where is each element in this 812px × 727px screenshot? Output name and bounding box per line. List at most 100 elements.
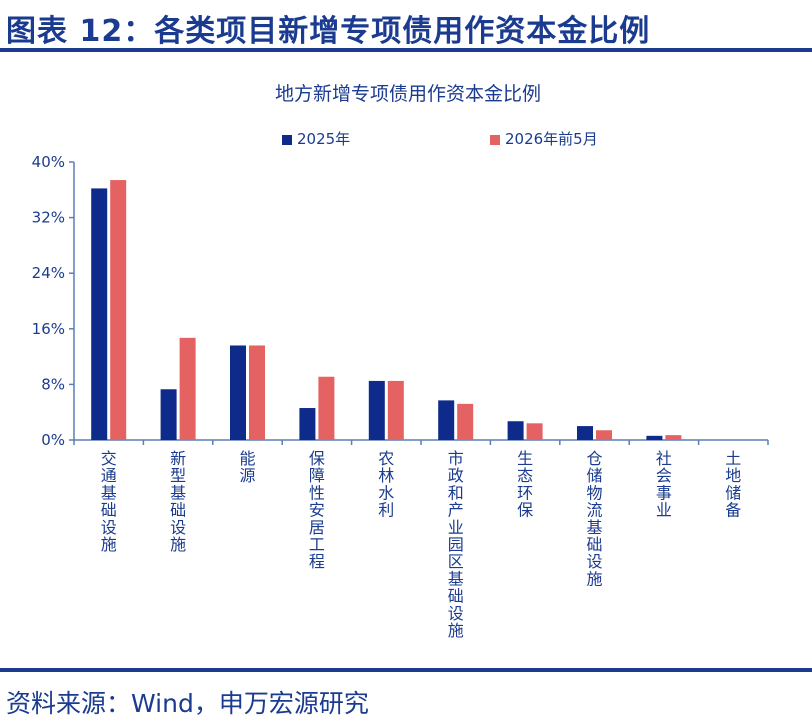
x-category-char: 础 bbox=[101, 501, 117, 520]
y-tick-label: 16% bbox=[32, 320, 65, 338]
x-category-char: 础 bbox=[448, 587, 464, 606]
bar-series-2-4 bbox=[387, 380, 404, 440]
x-category-char: 居 bbox=[309, 518, 325, 537]
figure-title: 图表 12：各类项目新增专项债用作资本金比例 bbox=[6, 14, 651, 49]
x-category-char: 能 bbox=[239, 449, 255, 468]
x-axis bbox=[73, 439, 769, 445]
bar-series-2-6 bbox=[526, 423, 543, 440]
legend-swatch bbox=[490, 135, 500, 145]
bar-series-1-2 bbox=[230, 345, 246, 440]
x-category-char: 通 bbox=[101, 466, 117, 485]
x-category-char: 基 bbox=[170, 483, 186, 502]
y-tick-label: 32% bbox=[32, 209, 65, 227]
bar-series-1-3 bbox=[299, 408, 316, 440]
source-note: 资料来源：Wind，申万宏源研究 bbox=[6, 689, 369, 718]
x-category-char: 型 bbox=[170, 466, 186, 485]
x-category-char: 基 bbox=[101, 483, 117, 502]
bar-series-1-4 bbox=[368, 380, 385, 440]
x-category-char: 施 bbox=[448, 621, 464, 640]
chart-title: 地方新增专项债用作资本金比例 bbox=[275, 83, 541, 105]
x-category-char: 市 bbox=[448, 449, 464, 468]
bar-series-2-5 bbox=[457, 403, 474, 440]
x-category-char: 水 bbox=[378, 483, 394, 502]
bar-series-2-0 bbox=[110, 180, 127, 440]
x-category-char: 础 bbox=[586, 535, 602, 554]
x-category-char: 会 bbox=[656, 466, 672, 485]
bar-series-2-7 bbox=[596, 430, 612, 440]
legend-label: 2026年前5月 bbox=[505, 130, 598, 148]
legend-swatch bbox=[282, 135, 292, 145]
x-category-label: 能源 bbox=[239, 449, 255, 485]
x-category-char: 生 bbox=[517, 449, 533, 468]
x-category-char: 流 bbox=[586, 501, 602, 520]
x-category-char: 利 bbox=[378, 501, 394, 520]
x-category-char: 交 bbox=[101, 449, 117, 468]
x-category-char: 基 bbox=[448, 569, 464, 588]
bar-series-2-2 bbox=[249, 345, 265, 440]
x-category-char: 区 bbox=[448, 552, 464, 571]
bar-series-1-6 bbox=[507, 421, 524, 440]
x-category-char: 保 bbox=[309, 449, 325, 468]
x-category-char: 仓 bbox=[586, 449, 602, 468]
x-category-char: 源 bbox=[239, 466, 255, 485]
x-category-char: 政 bbox=[448, 466, 464, 485]
y-axis: 0% 8% 16% 24% 32% 40% bbox=[32, 153, 75, 449]
bar-series-2-1 bbox=[179, 337, 196, 440]
legend: 2025年 2026年前5月 bbox=[282, 130, 598, 148]
x-category-char: 园 bbox=[448, 535, 464, 554]
x-category-char: 设 bbox=[586, 552, 602, 571]
x-category-char: 农 bbox=[378, 449, 394, 468]
x-category-char: 和 bbox=[448, 483, 464, 502]
bar-series-1-0 bbox=[91, 188, 108, 440]
x-category-char: 施 bbox=[586, 569, 602, 588]
header-rule bbox=[0, 48, 812, 52]
x-category-char: 备 bbox=[725, 501, 741, 520]
x-category-char: 性 bbox=[309, 483, 325, 502]
x-category-char: 地 bbox=[725, 466, 741, 485]
bar-series-1-8 bbox=[646, 435, 663, 440]
bar-series-1-7 bbox=[577, 426, 593, 440]
x-category-char: 程 bbox=[309, 552, 325, 571]
legend-label: 2025年 bbox=[297, 130, 350, 148]
x-category-char: 林 bbox=[378, 466, 394, 485]
x-category-char: 保 bbox=[517, 501, 533, 520]
x-category-char: 储 bbox=[586, 466, 602, 485]
y-tick-label: 40% bbox=[32, 153, 65, 171]
x-category-char: 设 bbox=[101, 518, 117, 537]
y-tick-label: 0% bbox=[41, 431, 65, 449]
x-category-char: 社 bbox=[656, 449, 672, 468]
x-category-char: 事 bbox=[656, 483, 672, 502]
x-category-char: 施 bbox=[101, 535, 117, 554]
x-category-char: 安 bbox=[309, 501, 325, 520]
x-category-char: 环 bbox=[517, 483, 533, 502]
bar-series-1-1 bbox=[160, 389, 177, 440]
x-category-char: 础 bbox=[170, 501, 186, 520]
x-category-char: 态 bbox=[517, 466, 533, 485]
figure-header: 图表 12：各类项目新增专项债用作资本金比例 bbox=[0, 0, 812, 56]
bar-chart: 地方新增专项债用作资本金比例 2025年 2026年前5月 0% 8% 16% 24% 3… bbox=[32, 83, 769, 640]
x-category-char: 产 bbox=[448, 501, 464, 520]
x-axis-labels: 交通基础设施新型基础设施能源保障性安居工程农林水利市政和产业园区基础设施生态环保… bbox=[101, 449, 742, 640]
bars bbox=[91, 180, 682, 440]
x-category-char: 新 bbox=[170, 449, 186, 468]
x-category-char: 施 bbox=[170, 535, 186, 554]
x-category-char: 工 bbox=[309, 535, 325, 554]
x-category-char: 设 bbox=[448, 604, 464, 623]
x-category-char: 物 bbox=[586, 483, 602, 502]
y-tick-label: 24% bbox=[32, 264, 65, 282]
x-category-char: 设 bbox=[170, 518, 186, 537]
bar-series-2-8 bbox=[665, 435, 682, 440]
footer-rule bbox=[0, 668, 812, 672]
x-category-char: 业 bbox=[448, 518, 464, 537]
x-category-char: 储 bbox=[725, 483, 741, 502]
x-category-char: 业 bbox=[656, 501, 672, 520]
